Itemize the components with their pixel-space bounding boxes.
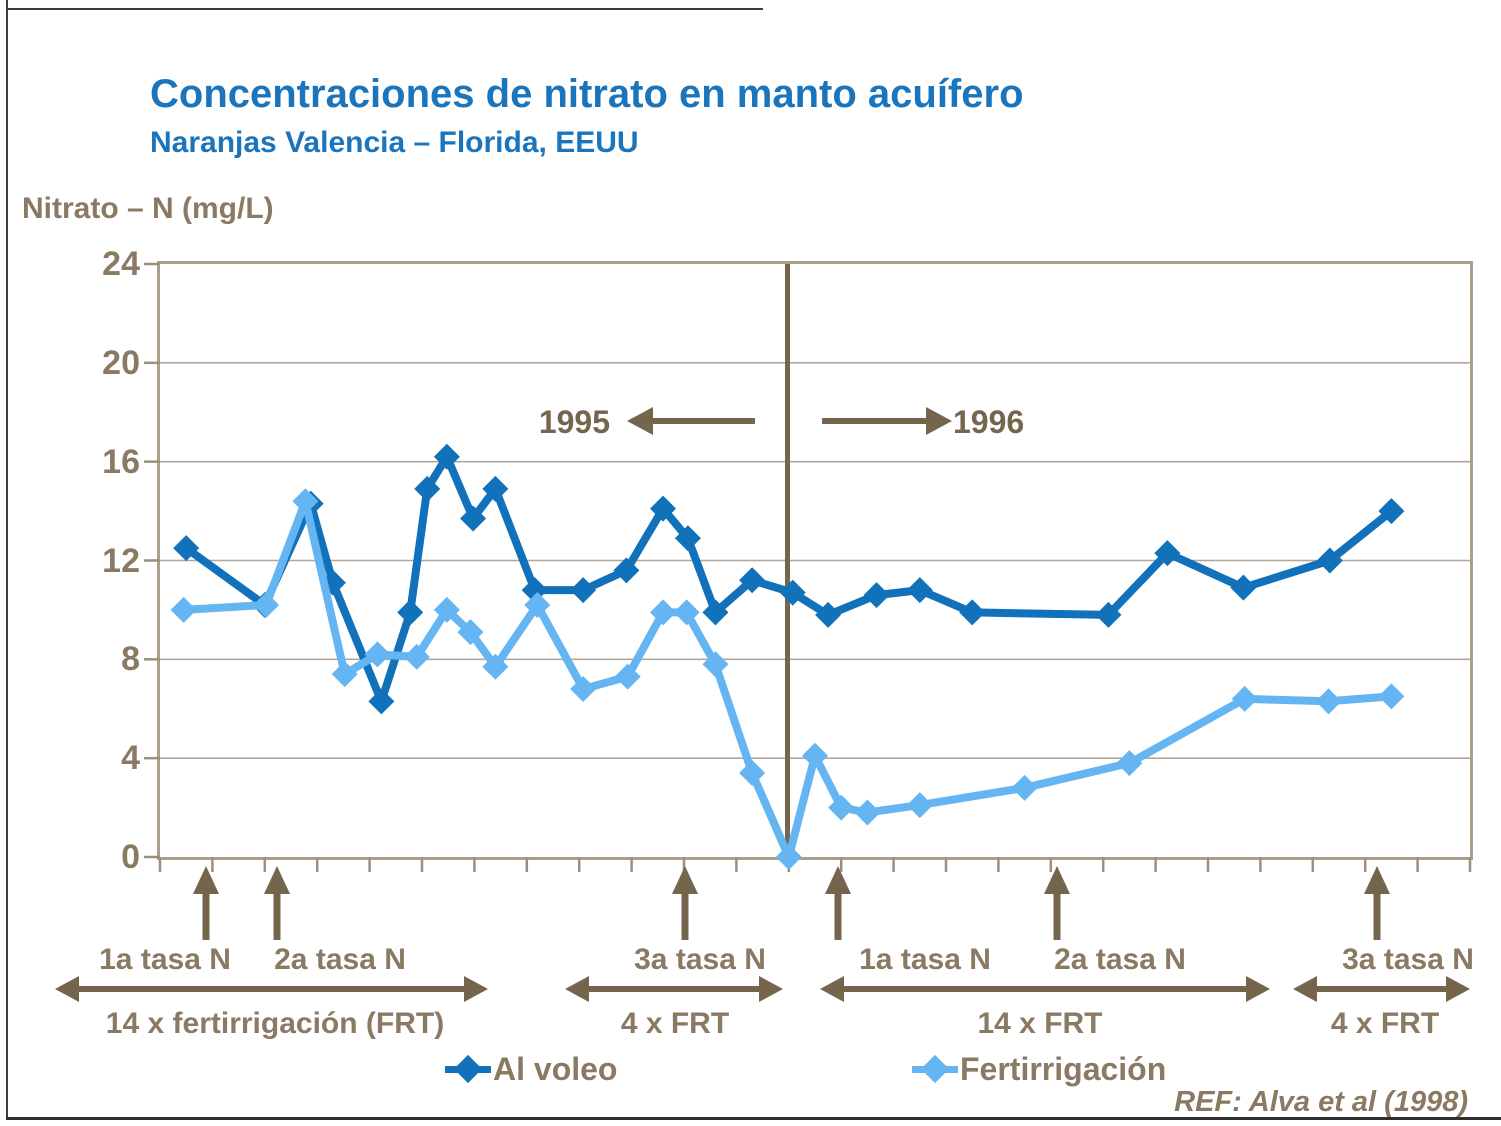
reference-note: REF: Alva et al (1998) xyxy=(1174,1086,1468,1118)
legend-label-fertirrigacion: Fertirrigación xyxy=(960,1051,1167,1087)
n-rate-label-2: 2a tasa N xyxy=(274,943,406,976)
n-rate-label-6: 3a tasa N xyxy=(1342,943,1474,976)
y-tick-label-0: 0 xyxy=(121,838,140,876)
y-axis-title: Nitrato – N (mg/L) xyxy=(22,192,274,225)
page-subtitle: Naranjas Valencia – Florida, EEUU xyxy=(150,126,639,159)
legend-label-al-voleo: Al voleo xyxy=(493,1051,618,1087)
fertigation-span-label-4: 4 x FRT xyxy=(1330,1007,1440,1040)
y-tick-label-20: 20 xyxy=(102,343,140,382)
fertigation-span-label-3: 14 x FRT xyxy=(977,1007,1103,1040)
fertirrigacion-diamond-icon xyxy=(920,1054,950,1084)
page-title: Concentraciones de nitrato en manto acuí… xyxy=(150,72,1024,116)
year-1995-label: 1995 xyxy=(538,404,610,440)
n-rate-label-3: 3a tasa N xyxy=(634,943,766,976)
slide-border-bottom xyxy=(6,1117,1501,1120)
fertigation-span-label-2: 4 x FRT xyxy=(620,1007,730,1040)
slide-border-top xyxy=(6,8,763,10)
n-rate-label-5: 2a tasa N xyxy=(1054,943,1186,976)
y-tick-label-8: 8 xyxy=(121,640,140,679)
nitrate-line-chart xyxy=(144,262,1472,872)
y-tick-label-4: 4 xyxy=(121,739,140,778)
fertigation-span-label-1: 14 x fertirrigación (FRT) xyxy=(105,1007,445,1040)
year-1996-label: 1996 xyxy=(953,404,1025,440)
y-tick-label-12: 12 xyxy=(102,541,140,580)
slide-border-left xyxy=(6,0,8,1120)
n-rate-label-4: 1a tasa N xyxy=(859,943,991,976)
y-tick-label-24: 24 xyxy=(102,245,140,283)
y-tick-label-16: 16 xyxy=(102,442,140,481)
n-rate-label-1: 1a tasa N xyxy=(99,943,231,976)
al-voleo-diamond-icon xyxy=(453,1054,483,1084)
